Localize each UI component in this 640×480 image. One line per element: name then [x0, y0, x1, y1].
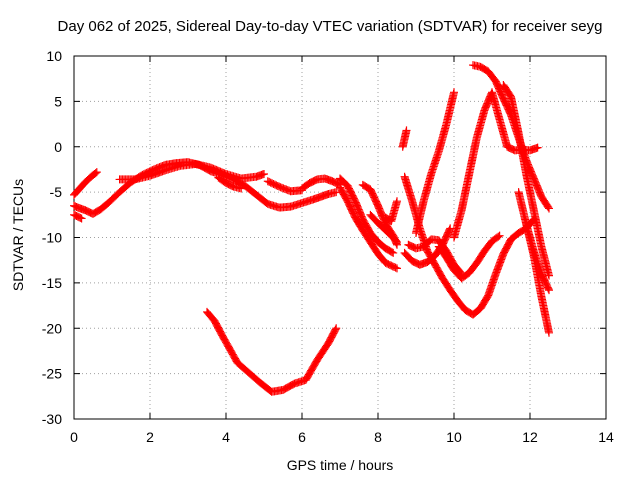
x-tick-label: 6 — [298, 429, 306, 445]
data-point — [387, 248, 396, 257]
x-tick-label: 0 — [70, 429, 78, 445]
series-12 — [366, 210, 401, 247]
series-19 — [412, 88, 458, 237]
series-2 — [70, 168, 101, 199]
series-22 — [469, 61, 553, 213]
data-point — [393, 238, 401, 247]
data-point — [92, 168, 101, 177]
data-point — [260, 169, 268, 178]
data-point — [450, 88, 458, 97]
data-point — [77, 214, 86, 223]
x-tick-label: 14 — [598, 429, 614, 445]
series-8 — [203, 307, 341, 396]
data-point — [393, 197, 401, 206]
series-14 — [398, 126, 411, 151]
grid — [74, 56, 606, 419]
data-point — [544, 203, 553, 212]
y-tick-label: -30 — [42, 411, 62, 427]
data-point — [545, 204, 553, 213]
series-7 — [298, 174, 344, 193]
series-13 — [381, 197, 401, 226]
series-21 — [450, 88, 542, 242]
data-point — [544, 284, 553, 293]
y-tick-label: -15 — [42, 275, 62, 291]
data-point — [393, 264, 401, 273]
x-tick-label: 10 — [446, 429, 462, 445]
data-point — [331, 325, 340, 334]
y-axis-label: SDTVAR / TECUs — [10, 178, 26, 292]
data-point — [332, 324, 341, 333]
series-25 — [522, 219, 553, 337]
data-point — [495, 231, 504, 240]
data-point — [402, 126, 411, 135]
series-10 — [336, 183, 401, 273]
y-tick-label: -10 — [42, 230, 62, 246]
series-5 — [214, 173, 246, 193]
series-17 — [400, 224, 455, 269]
series-20 — [434, 231, 504, 283]
series-4 — [115, 159, 268, 184]
data-point — [237, 184, 246, 193]
chart-title: Day 062 of 2025, Sidereal Day-to-day VTE… — [57, 18, 603, 35]
y-tick-label: -20 — [42, 320, 62, 336]
data-point — [533, 143, 542, 152]
data-point — [391, 263, 400, 272]
axis-ticks: 0 2 4 6 8 10 12 14 10 5 0 -5 -10 -15 -20 -25 -30 — [42, 48, 614, 445]
data-point — [91, 169, 100, 178]
data-point — [392, 236, 401, 245]
data-point — [334, 180, 343, 189]
x-tick-label: 8 — [374, 429, 382, 445]
data-point — [76, 213, 85, 222]
x-axis-label: GPS time / hours — [286, 457, 394, 473]
x-tick-label: 12 — [522, 429, 538, 445]
data-point — [494, 232, 503, 241]
y-tick-label: 0 — [54, 139, 62, 155]
y-tick-label: 10 — [46, 48, 62, 64]
y-tick-label: -25 — [42, 366, 62, 382]
series-23 — [499, 81, 553, 280]
data-point — [545, 286, 553, 295]
data-point — [389, 248, 398, 257]
data-points — [70, 61, 553, 396]
x-tick-label: 2 — [146, 429, 154, 445]
x-tick-label: 4 — [222, 429, 230, 445]
data-point — [545, 328, 553, 337]
data-point — [545, 271, 553, 280]
series-3 — [70, 210, 86, 223]
y-tick-label: -5 — [50, 184, 63, 200]
y-tick-label: 5 — [54, 93, 62, 109]
